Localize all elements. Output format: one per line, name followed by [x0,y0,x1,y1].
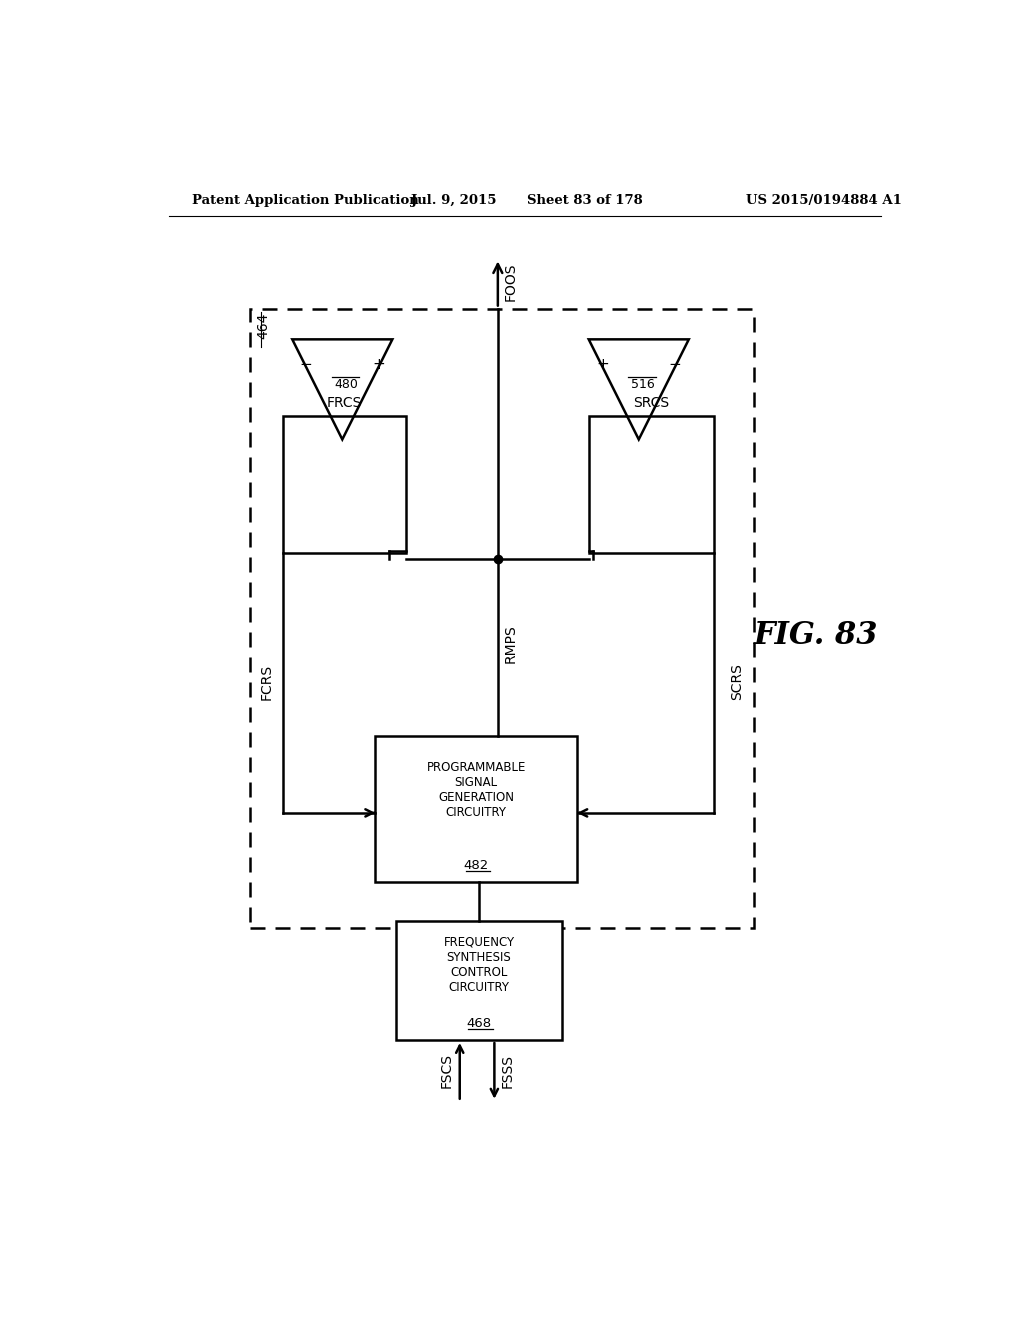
Text: 480: 480 [334,378,358,391]
Text: RMPS: RMPS [504,624,518,663]
Text: Jul. 9, 2015: Jul. 9, 2015 [412,194,497,207]
Polygon shape [589,339,689,440]
Text: FRCS: FRCS [327,396,362,411]
Text: 482: 482 [464,859,488,871]
Text: US 2015/0194884 A1: US 2015/0194884 A1 [745,194,901,207]
Text: +: + [372,356,385,372]
Bar [250,309,755,928]
Bar [396,921,562,1040]
Bar [589,416,714,553]
Text: −: − [300,356,312,372]
Text: +: + [596,356,609,372]
Text: PROGRAMMABLE
SIGNAL
GENERATION
CIRCUITRY: PROGRAMMABLE SIGNAL GENERATION CIRCUITRY [427,760,526,818]
Text: SRCS: SRCS [634,396,670,411]
Text: Patent Application Publication: Patent Application Publication [193,194,419,207]
Text: Sheet 83 of 178: Sheet 83 of 178 [527,194,643,207]
Text: FIG. 83: FIG. 83 [754,620,879,651]
Bar [283,416,407,553]
Text: SCRS: SCRS [730,664,744,701]
Text: FOOS: FOOS [504,263,518,301]
Text: 468: 468 [466,1016,492,1030]
Text: 464: 464 [256,313,270,339]
Text: FSSS: FSSS [501,1053,514,1088]
Text: 516: 516 [631,378,654,391]
Polygon shape [292,339,392,440]
Bar [376,737,578,882]
Text: FCRS: FCRS [260,664,273,700]
Text: FSCS: FSCS [439,1053,454,1089]
Text: −: − [669,356,681,372]
Text: FREQUENCY
SYNTHESIS
CONTROL
CIRCUITRY: FREQUENCY SYNTHESIS CONTROL CIRCUITRY [443,936,514,994]
